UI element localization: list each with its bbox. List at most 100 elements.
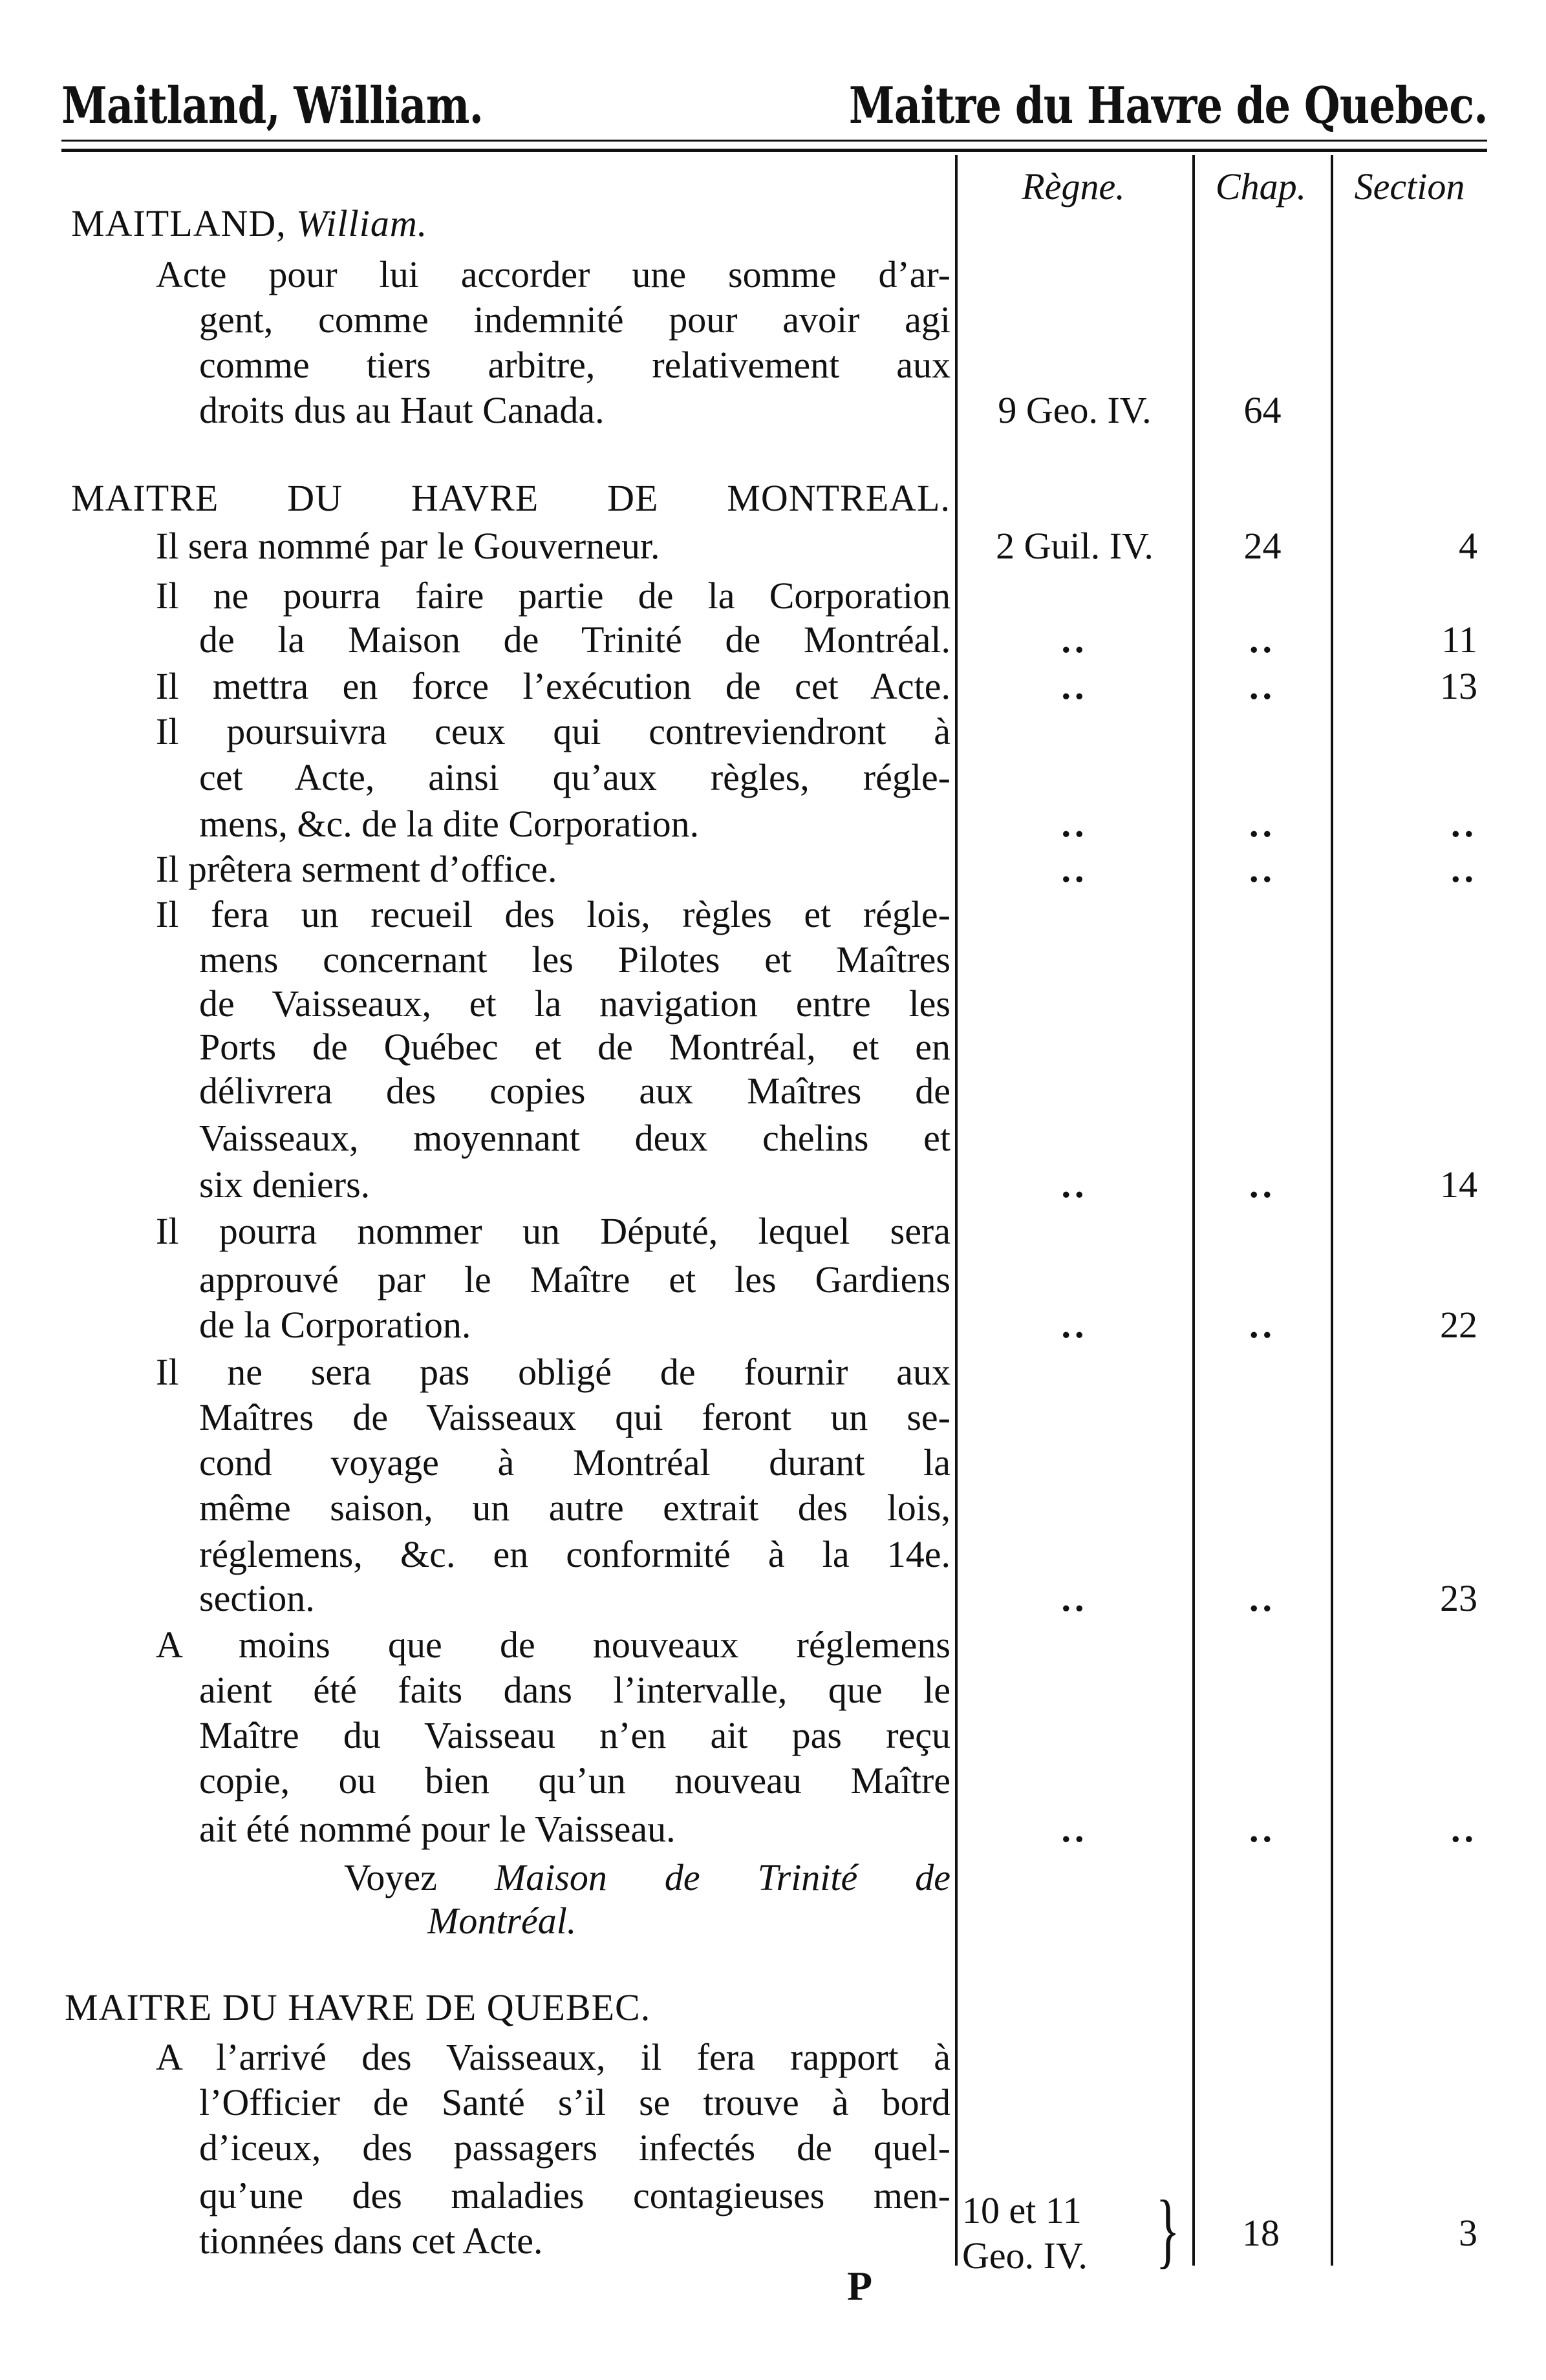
regne-value: Geo. IV.: [962, 2235, 1088, 2277]
entry-line: tionnées dans cet Acte.: [199, 2218, 543, 2264]
line-italic-text: William.: [296, 202, 428, 244]
entry-line: Ports de Québec et de Montréal, et en: [199, 1025, 950, 1070]
section-value: 3: [1459, 2212, 1477, 2254]
line-text: tionnées dans cet Acte.: [199, 2220, 543, 2262]
line-text: copie, ou bien qu’un nouveau Maître: [199, 1759, 950, 1801]
regne-value: ..: [1061, 1577, 1088, 1619]
header-rule-thick: [61, 149, 1487, 152]
entry-line: aient été faits dans l’intervalle, que l…: [199, 1668, 950, 1713]
regne-value: 10 et 11: [962, 2189, 1082, 2231]
line-text: l’Officier de Santé s’il se trouve à bor…: [199, 2081, 950, 2123]
line-text: même saison, un autre extrait des lois,: [199, 1487, 950, 1529]
running-header-right: Maitre du Havre de Quebec.: [849, 76, 1488, 135]
regne-value: ..: [1061, 619, 1088, 661]
column-divider-chap: [1192, 155, 1195, 2266]
entry-line: de la Corporation.: [199, 1302, 471, 1348]
line-text: six deniers.: [199, 1163, 370, 1206]
entry-line: qu’une des maladies contagieuses men-: [199, 2173, 950, 2218]
entry-line: comme tiers arbitre, relativement aux: [199, 343, 950, 388]
entry-line: Il ne sera pas obligé de fournir aux: [156, 1350, 950, 1395]
line-italic-text: Maison de Trinité de: [494, 1856, 950, 1898]
column-divider-regne: [955, 155, 958, 2266]
line-text: Il prêtera serment d’office.: [156, 848, 557, 890]
regne-value: 2 Guil. IV.: [996, 525, 1154, 567]
column-divider-section: [1331, 155, 1333, 2266]
line-text: Il fera un recueil des lois, règles et r…: [156, 893, 950, 935]
entry-line: copie, ou bien qu’un nouveau Maître: [199, 1758, 950, 1803]
line-text: MAITRE DU HAVRE DE QUEBEC.: [65, 1986, 651, 2028]
entry-line: Maîtres de Vaisseaux qui feront un se-: [199, 1395, 950, 1440]
line-text: Maître du Vaisseau n’en ait pas reçu: [199, 1714, 950, 1756]
entry-heading: MAITLAND, William.: [71, 201, 427, 246]
line-text: Il ne sera pas obligé de fournir aux: [156, 1351, 950, 1393]
entry-line: réglemens, &c. en conformité à la 14e.: [199, 1532, 950, 1577]
chap-value: 18: [1242, 2212, 1280, 2254]
column-header-chap: Chap.: [1215, 165, 1307, 207]
entry-line: six deniers.: [199, 1162, 370, 1207]
regne-value: ..: [1061, 1304, 1088, 1346]
header-rule-thin: [61, 140, 1487, 142]
chap-value: ..: [1249, 848, 1276, 890]
entry-line: Montréal.: [427, 1898, 576, 1944]
line-text: Vaisseaux, moyennant deux chelins et: [199, 1117, 950, 1159]
chap-value: ..: [1249, 665, 1276, 707]
line-text: d’iceux, des passagers infectés de quel-: [199, 2127, 950, 2169]
entry-line: de Vaisseaux, et la navigation entre les: [199, 981, 950, 1026]
line-text: ait été nommé pour le Vaisseau.: [199, 1808, 676, 1850]
entry-line: mens, &c. de la dite Corporation.: [199, 802, 699, 847]
line-text: MAITRE DU HAVRE DE MONTREAL.: [71, 477, 950, 519]
entry-line: mens concernant les Pilotes et Maîtres: [199, 937, 950, 983]
regne-value: 9 Geo. IV.: [998, 389, 1152, 431]
entry-line: Acte pour lui accorder une somme d’ar-: [156, 252, 950, 297]
entry-line: Il sera nommé par le Gouverneur.: [156, 524, 660, 569]
line-text: de la Maison de Trinité de Montréal.: [199, 619, 950, 661]
entry-line: de la Maison de Trinité de Montréal.: [199, 617, 950, 663]
regne-value: ..: [1061, 848, 1088, 890]
line-text: délivrera des copies aux Maîtres de: [199, 1070, 950, 1112]
entry-line: Il fera un recueil des lois, règles et r…: [156, 892, 950, 937]
section-value: 13: [1440, 665, 1477, 707]
line-text: Maîtres de Vaisseaux qui feront un se-: [199, 1396, 950, 1438]
entry-line: Voyez Maison de Trinité de: [344, 1855, 950, 1900]
line-text: MAITLAND,: [71, 202, 297, 244]
running-header-left: Maitland, William.: [61, 76, 484, 135]
line-text: mens concernant les Pilotes et Maîtres: [199, 939, 950, 981]
column-header-section: Section: [1354, 165, 1465, 207]
chap-value: ..: [1249, 803, 1276, 845]
line-text: de Vaisseaux, et la navigation entre les: [199, 983, 950, 1025]
entry-line: Il ne pourra faire partie de la Corporat…: [156, 573, 950, 619]
entry-line: A moins que de nouveaux réglemens: [156, 1622, 950, 1668]
line-text: aient été faits dans l’intervalle, que l…: [199, 1669, 950, 1711]
line-text: Il pourra nommer un Député, lequel sera: [156, 1210, 950, 1252]
section-value: ..: [1451, 803, 1477, 845]
line-text: Il ne pourra faire partie de la Corporat…: [156, 575, 950, 617]
brace-mark: }: [1155, 2183, 1180, 2277]
chap-value: ..: [1249, 1808, 1276, 1850]
column-header-regne: Règne.: [1022, 165, 1125, 207]
regne-value: ..: [1061, 803, 1088, 845]
regne-value: ..: [1061, 1808, 1088, 1850]
section-value: ..: [1451, 848, 1477, 890]
regne-value: ..: [1061, 665, 1088, 707]
entry-line: l’Officier de Santé s’il se trouve à bor…: [199, 2080, 950, 2125]
line-text: Il sera nommé par le Gouverneur.: [156, 525, 660, 567]
entry-line: cet Acte, ainsi qu’aux règles, régle-: [199, 755, 950, 800]
line-text: mens, &c. de la dite Corporation.: [199, 803, 700, 845]
section-value: 11: [1441, 619, 1477, 661]
page-signature: P: [847, 2263, 873, 2309]
line-text: A moins que de nouveaux réglemens: [156, 1624, 950, 1666]
entry-line: droits dus au Haut Canada.: [199, 388, 605, 433]
line-text: approuvé par le Maître et les Gardiens: [199, 1259, 950, 1301]
entry-line: Maître du Vaisseau n’en ait pas reçu: [199, 1713, 950, 1758]
entry-line: section.: [199, 1576, 315, 1621]
entry-heading: MAITRE DU HAVRE DE MONTREAL.: [71, 476, 950, 521]
line-text: A l’arrivé des Vaisseaux, il fera rappor…: [156, 2036, 950, 2078]
entry-line: Il mettra en force l’exécution de cet Ac…: [156, 664, 950, 709]
section-value: 22: [1440, 1304, 1477, 1346]
entry-line: d’iceux, des passagers infectés de quel-: [199, 2125, 950, 2171]
entry-line: cond voyage à Montréal durant la: [199, 1440, 950, 1485]
line-text: Acte pour lui accorder une somme d’ar-: [156, 253, 950, 295]
chap-value: ..: [1249, 619, 1276, 661]
line-text: Voyez: [344, 1856, 495, 1898]
